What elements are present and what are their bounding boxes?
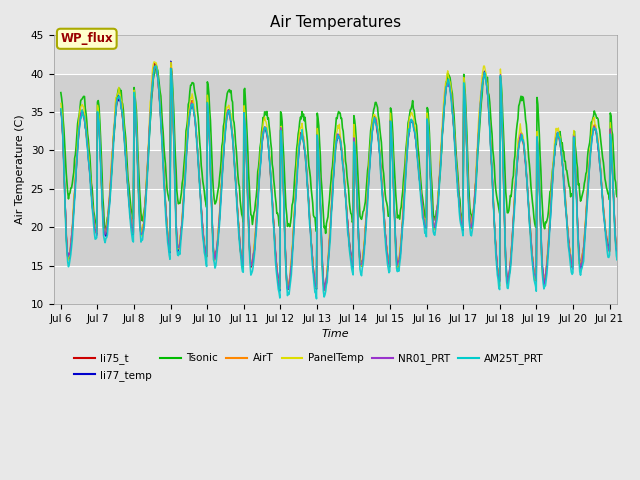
Bar [54,150,617,189]
Title: Air Temperatures: Air Temperatures [269,15,401,30]
Bar [54,265,617,304]
Bar [54,227,617,265]
Legend: li75_t, li77_temp, Tsonic, AirT, PanelTemp, NR01_PRT, AM25T_PRT: li75_t, li77_temp, Tsonic, AirT, PanelTe… [70,349,548,384]
Bar [54,36,617,74]
Y-axis label: Air Temperature (C): Air Temperature (C) [15,115,25,225]
Bar [54,74,617,112]
Bar [54,112,617,150]
Text: WP_flux: WP_flux [60,32,113,45]
X-axis label: Time: Time [321,329,349,339]
Bar [54,189,617,227]
